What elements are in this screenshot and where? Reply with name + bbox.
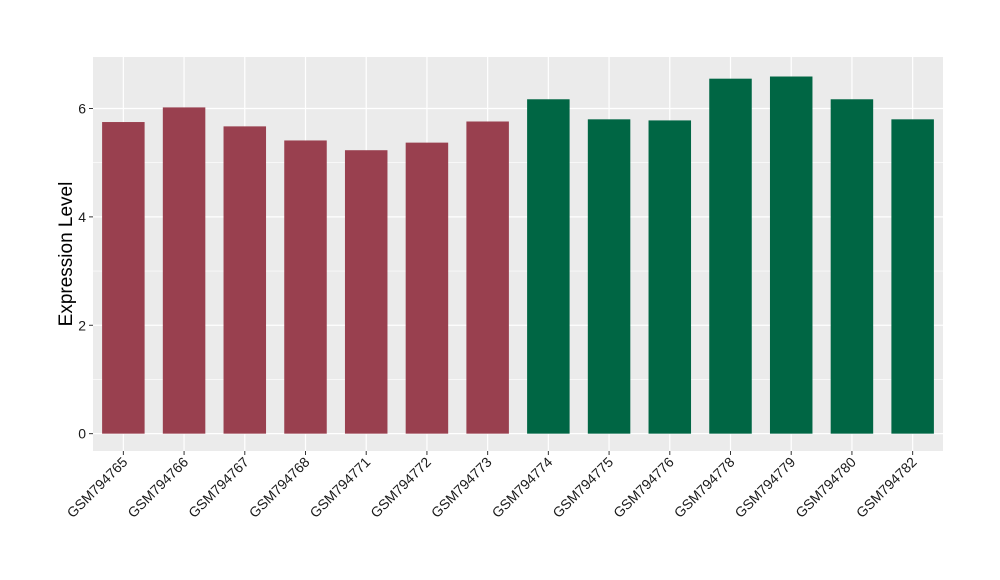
x-tick-label: GSM794779 [731,454,798,521]
bar-GSM794771 [344,150,388,434]
x-tick-label: GSM794766 [124,454,191,521]
x-tick-label: GSM794780 [792,454,859,521]
bar-GSM794773 [466,121,509,434]
y-axis-ticks: 0 2 4 6 [78,100,93,442]
x-tick-label: GSM794775 [549,454,616,521]
bar-GSM794766 [162,107,206,434]
y-axis-title: Expression Level [56,182,77,327]
bar-GSM794765 [102,122,145,434]
y-tick-label: 4 [78,209,86,225]
bar-GSM794775 [587,119,631,434]
x-tick-label: GSM794774 [489,454,556,521]
bar-GSM794776 [648,120,692,434]
bar-GSM794768 [284,140,327,434]
y-tick-label: 6 [78,100,86,116]
bar-GSM794778 [709,78,752,434]
x-tick-label: GSM794765 [64,454,131,521]
bar-GSM794782 [891,119,934,434]
bar-GSM794772 [405,142,449,434]
y-tick-label: 0 [78,426,86,442]
x-tick-label: GSM794778 [671,454,738,521]
bar-GSM794780 [830,99,874,434]
x-tick-label: GSM794768 [246,454,313,521]
x-tick-label: GSM794771 [306,454,373,521]
y-tick-label: 2 [78,317,86,333]
x-tick-label: GSM794772 [367,454,434,521]
bar-GSM794767 [223,126,267,434]
x-tick-label: GSM794767 [185,454,252,521]
bars [102,76,934,434]
plot-panel [93,57,943,451]
x-tick-label: GSM794782 [853,454,920,521]
x-tick-label: GSM794773 [428,454,495,521]
x-tick-label: GSM794776 [610,454,677,521]
bar-GSM794779 [769,76,813,434]
bar-GSM794774 [527,99,570,434]
x-axis-ticks: GSM794765GSM794766GSM794767GSM794768GSM7… [64,451,920,521]
